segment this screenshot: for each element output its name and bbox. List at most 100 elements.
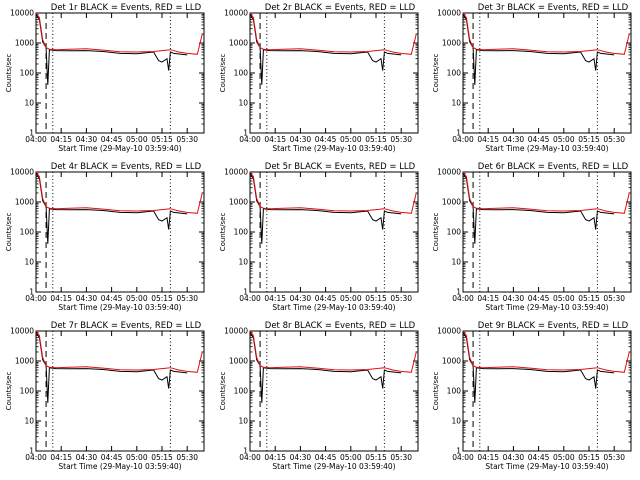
- chart-title: Det 8r BLACK = Events, RED = LLD: [265, 321, 416, 331]
- y-tick-label: 10: [451, 258, 461, 267]
- y-tick-label: 1000: [229, 357, 248, 366]
- x-tick-label: 04:45: [528, 453, 550, 462]
- x-tick-label: 05:15: [365, 135, 387, 144]
- y-tick-label: 100: [234, 387, 249, 396]
- x-tick-label: 05:15: [578, 453, 600, 462]
- x-tick-label: 04:45: [101, 135, 123, 144]
- x-tick-label: 04:30: [290, 453, 312, 462]
- y-tick-label: 1000: [15, 39, 34, 48]
- chart-title: Det 2r BLACK = Events, RED = LLD: [265, 3, 416, 13]
- chart-title: Det 3r BLACK = Events, RED = LLD: [478, 3, 629, 13]
- x-tick-label: 04:00: [239, 135, 261, 144]
- panel: Det 7r BLACK = Events, RED = LLD 1 10 100 10…: [5, 321, 205, 471]
- x-tick-label: 05:30: [176, 294, 198, 303]
- x-tick-label: 05:30: [390, 135, 412, 144]
- y-tick-label: 1: [243, 447, 248, 456]
- series-line: [35, 171, 203, 214]
- y-tick-label: 10: [238, 417, 248, 426]
- x-tick-label: 05:15: [578, 294, 600, 303]
- x-axis-label: Start Time (29-May-10 03:59:40): [485, 303, 608, 312]
- y-tick-label: 1: [29, 447, 34, 456]
- y-tick-label: 10000: [10, 9, 34, 18]
- y-axis-label: Counts/sec: [432, 372, 440, 411]
- x-tick-label: 04:30: [290, 294, 312, 303]
- y-axis-label: Counts/sec: [219, 54, 227, 93]
- panel: Det 1r BLACK = Events, RED = LLD 1 10 100 10…: [5, 3, 205, 153]
- panel: Det 3r BLACK = Events, RED = LLD 1 10 100 10…: [432, 3, 632, 153]
- x-tick-label: 05:30: [176, 135, 198, 144]
- y-tick-label: 10000: [437, 327, 461, 336]
- y-tick-label: 1000: [229, 39, 248, 48]
- x-tick-label: 04:30: [503, 135, 525, 144]
- x-axis-label: Start Time (29-May-10 03:59:40): [58, 303, 181, 312]
- panel: Det 5r BLACK = Events, RED = LLD 1 10 100 10…: [219, 162, 419, 312]
- chart-title: Det 4r BLACK = Events, RED = LLD: [51, 162, 202, 172]
- y-tick-label: 100: [447, 69, 462, 78]
- x-axis-label: Start Time (29-May-10 03:59:40): [272, 144, 395, 153]
- y-tick-label: 10: [24, 258, 34, 267]
- x-axis-label: Start Time (29-May-10 03:59:40): [485, 144, 608, 153]
- y-tick-label: 1000: [442, 198, 461, 207]
- x-tick-label: 04:45: [315, 294, 337, 303]
- y-axis-label: Counts/sec: [5, 372, 13, 411]
- x-tick-label: 04:15: [264, 294, 286, 303]
- y-axis-label: Counts/sec: [219, 213, 227, 252]
- x-tick-label: 05:15: [578, 135, 600, 144]
- y-tick-label: 1: [456, 129, 461, 138]
- x-tick-label: 04:45: [101, 453, 123, 462]
- x-tick-label: 05:15: [365, 453, 387, 462]
- y-tick-label: 1000: [15, 198, 34, 207]
- x-tick-label: 04:00: [452, 135, 474, 144]
- y-tick-label: 10000: [437, 9, 461, 18]
- series-line: [462, 171, 630, 214]
- x-tick-label: 05:00: [126, 294, 148, 303]
- x-tick-label: 04:00: [25, 453, 47, 462]
- series-line: [249, 332, 402, 403]
- y-tick-label: 10: [238, 258, 248, 267]
- series-line: [35, 330, 203, 373]
- plot-frame: [462, 12, 632, 134]
- x-axis-label: Start Time (29-May-10 03:59:40): [58, 144, 181, 153]
- y-axis-label: Counts/sec: [5, 54, 13, 93]
- series-line: [249, 171, 417, 214]
- x-tick-label: 04:00: [239, 294, 261, 303]
- y-tick-label: 1: [243, 288, 248, 297]
- x-tick-label: 05:00: [340, 135, 362, 144]
- y-tick-label: 1000: [15, 357, 34, 366]
- y-tick-label: 1: [456, 288, 461, 297]
- x-tick-label: 05:15: [151, 453, 173, 462]
- series-line: [35, 173, 188, 244]
- plot-frame: [35, 12, 205, 134]
- x-tick-label: 05:15: [151, 135, 173, 144]
- x-tick-label: 04:30: [76, 294, 98, 303]
- x-tick-label: 04:00: [452, 294, 474, 303]
- x-tick-label: 05:00: [126, 135, 148, 144]
- y-axis-label: Counts/sec: [5, 213, 13, 252]
- plot-frame: [462, 171, 632, 293]
- y-tick-label: 100: [20, 387, 35, 396]
- y-tick-label: 10000: [224, 168, 248, 177]
- x-tick-label: 04:15: [264, 135, 286, 144]
- y-tick-label: 10: [451, 417, 461, 426]
- y-tick-label: 1000: [442, 39, 461, 48]
- x-tick-label: 04:15: [477, 135, 499, 144]
- y-tick-label: 10: [451, 99, 461, 108]
- x-tick-label: 05:30: [603, 294, 625, 303]
- panel: Det 4r BLACK = Events, RED = LLD 1 10 100 10…: [5, 162, 205, 312]
- y-axis-label: Counts/sec: [432, 54, 440, 93]
- x-tick-label: 04:45: [528, 135, 550, 144]
- y-tick-label: 100: [234, 69, 249, 78]
- y-tick-label: 10000: [224, 327, 248, 336]
- plot-frame: [35, 330, 205, 452]
- x-tick-label: 04:00: [25, 294, 47, 303]
- y-tick-label: 10: [238, 99, 248, 108]
- x-axis-label: Start Time (29-May-10 03:59:40): [272, 303, 395, 312]
- panel: Det 8r BLACK = Events, RED = LLD 1 10 100 10…: [219, 321, 419, 471]
- series-line: [249, 173, 402, 244]
- x-tick-label: 05:00: [553, 135, 575, 144]
- x-tick-label: 04:15: [50, 453, 72, 462]
- y-tick-label: 1: [243, 129, 248, 138]
- y-axis-label: Counts/sec: [432, 213, 440, 252]
- series-line: [462, 12, 630, 55]
- x-tick-label: 04:45: [315, 135, 337, 144]
